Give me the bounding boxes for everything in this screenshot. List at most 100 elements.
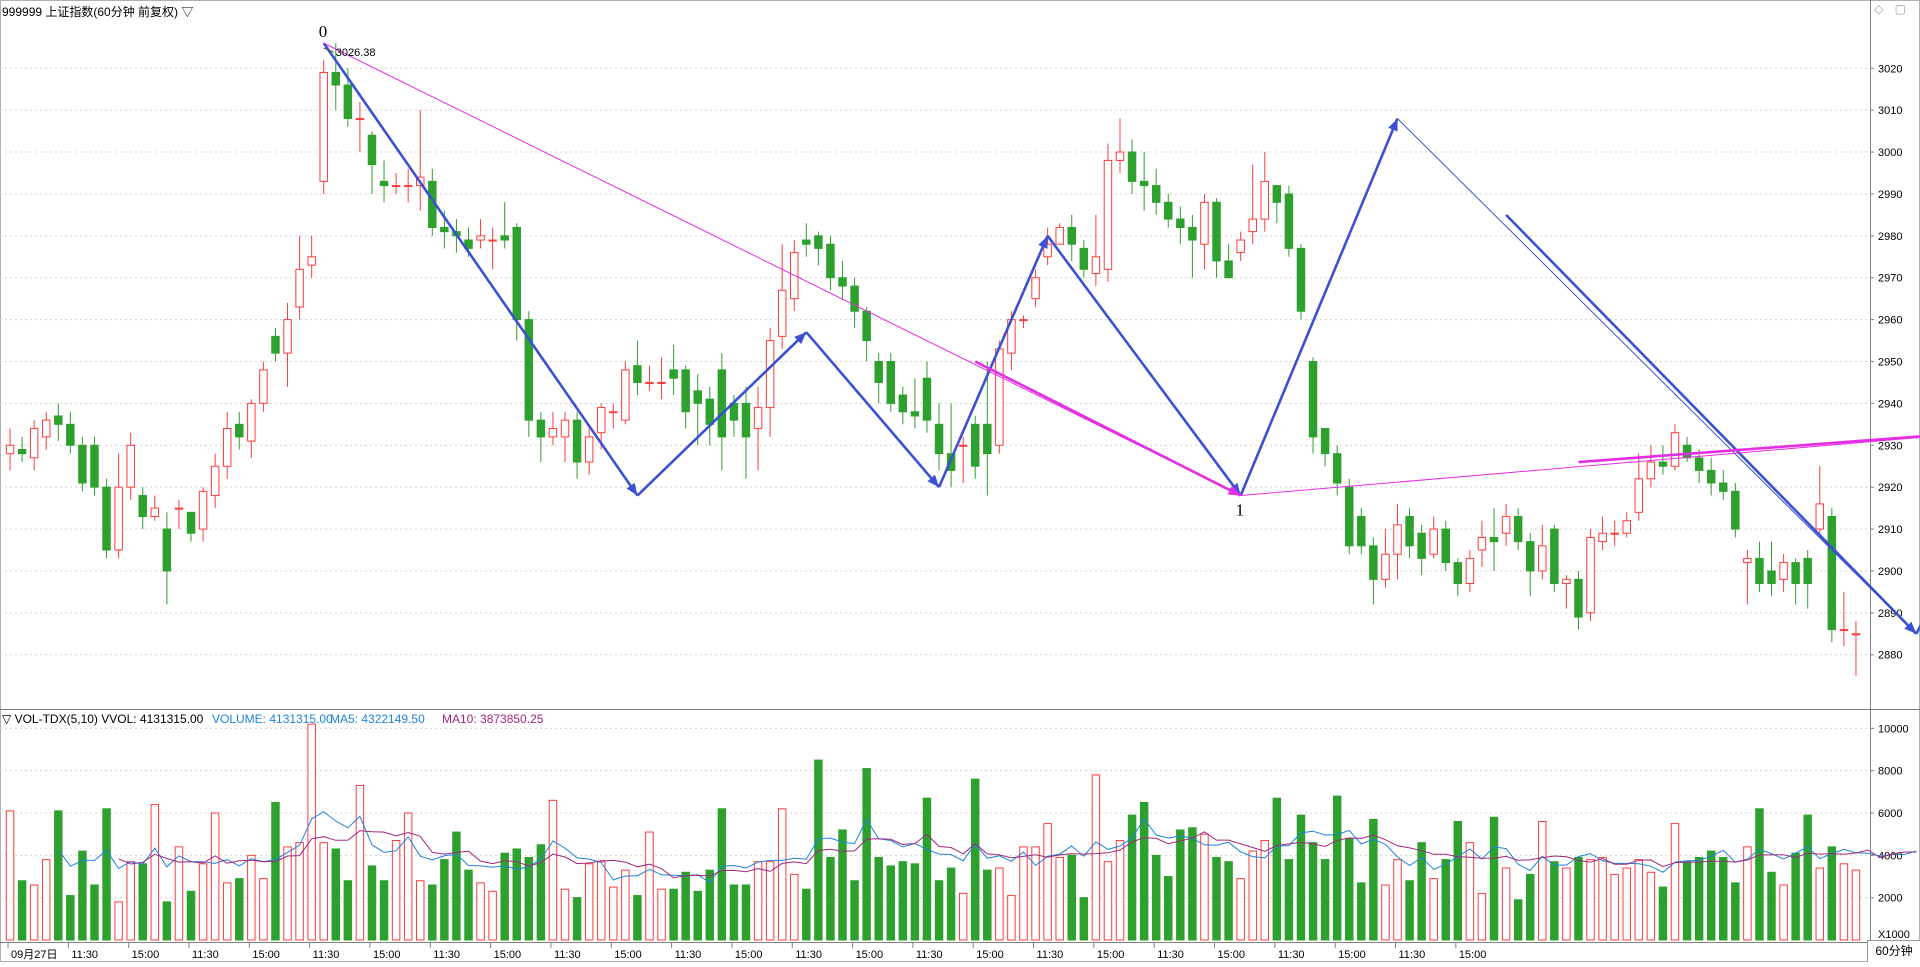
candle-body[interactable] (307, 256, 316, 266)
candle-body[interactable] (1550, 528, 1559, 585)
candle-body[interactable] (488, 239, 497, 242)
candle-body[interactable] (1127, 151, 1137, 182)
volume-bar[interactable] (886, 865, 896, 941)
candle-body[interactable] (1369, 545, 1378, 580)
candle-body[interactable] (222, 428, 232, 467)
volume-bar[interactable] (1538, 820, 1547, 941)
candle-body[interactable] (1417, 532, 1426, 559)
volume-bar[interactable] (1767, 871, 1776, 941)
volume-bar[interactable] (777, 808, 787, 941)
candle-body[interactable] (1743, 557, 1752, 564)
volume-bar[interactable] (1465, 842, 1475, 941)
candle-body[interactable] (1019, 319, 1028, 322)
volume-bar[interactable] (596, 861, 606, 941)
candle-body[interactable] (1345, 486, 1354, 547)
volume-bar[interactable] (1043, 823, 1052, 941)
candle-body[interactable] (1803, 557, 1812, 585)
volume-bar[interactable] (403, 812, 413, 941)
volume-bar[interactable] (1164, 876, 1173, 941)
candle-body[interactable] (90, 444, 99, 488)
candle-body[interactable] (1139, 180, 1149, 187)
candle-body[interactable] (657, 381, 666, 384)
candle-body[interactable] (1224, 260, 1233, 279)
volume-bar[interactable] (1139, 801, 1149, 941)
candle-body[interactable] (1079, 247, 1089, 270)
volume-bar[interactable] (983, 869, 992, 941)
candle-body[interactable] (609, 411, 618, 414)
volume-bar[interactable] (500, 852, 509, 941)
candle-body[interactable] (1393, 524, 1402, 555)
candle-body[interactable] (476, 235, 485, 241)
candle-body[interactable] (1719, 482, 1728, 492)
candle-body[interactable] (1646, 461, 1656, 480)
candle-body[interactable] (1200, 201, 1209, 245)
candle-body[interactable] (1634, 478, 1644, 513)
volume-bar[interactable] (379, 880, 389, 941)
volume-bar[interactable] (584, 863, 594, 941)
volume-bar[interactable] (765, 861, 775, 941)
candle-body[interactable] (814, 235, 823, 249)
volume-bar[interactable] (922, 797, 932, 941)
candle-body[interactable] (1562, 578, 1571, 585)
volume-bar[interactable] (1417, 842, 1426, 941)
volume-bar[interactable] (1067, 854, 1076, 941)
candle-body[interactable] (102, 486, 111, 551)
volume-bar[interactable] (283, 846, 292, 941)
volume-bar[interactable] (1079, 897, 1089, 941)
volume-bar[interactable] (367, 865, 377, 941)
volume-bar[interactable] (621, 869, 630, 941)
candle-body[interactable] (29, 428, 39, 459)
volume-bar[interactable] (259, 878, 268, 941)
candle-body[interactable] (536, 419, 546, 438)
volume-bar[interactable] (1839, 863, 1849, 941)
volume-bar[interactable] (1610, 873, 1619, 941)
candle-body[interactable] (633, 365, 642, 383)
volume-bar[interactable] (114, 901, 123, 941)
candle-body[interactable] (621, 369, 630, 421)
volume-bar[interactable] (1393, 859, 1402, 941)
volume-bar[interactable] (958, 892, 968, 941)
candle-body[interactable] (1103, 159, 1113, 270)
candle-body[interactable] (1115, 151, 1125, 161)
candle-body[interactable] (1453, 562, 1463, 585)
volume-bar[interactable] (1103, 861, 1113, 941)
volume-bar[interactable] (307, 723, 316, 941)
candle-body[interactable] (1260, 180, 1270, 220)
volume-bar[interactable] (1224, 861, 1233, 941)
volume-bar[interactable] (343, 880, 353, 941)
candle-body[interactable] (1682, 444, 1692, 459)
candle-body[interactable] (319, 71, 328, 182)
volume-bar[interactable] (271, 801, 280, 941)
volume-bar[interactable] (910, 863, 920, 941)
volume-bar[interactable] (1212, 856, 1221, 941)
candle-body[interactable] (838, 277, 847, 287)
candle-body[interactable] (512, 226, 521, 321)
volume-bar[interactable] (138, 863, 147, 941)
volume-bar[interactable] (862, 768, 871, 941)
volume-bar[interactable] (1127, 814, 1137, 941)
window-controls[interactable]: ◇ ▢ (1874, 2, 1910, 16)
candle-body[interactable] (596, 407, 606, 434)
volume-bar[interactable] (66, 895, 75, 941)
candle-body[interactable] (874, 361, 883, 383)
candle-body[interactable] (41, 419, 51, 438)
candle-body[interactable] (1767, 570, 1776, 585)
volume-bar[interactable] (416, 880, 425, 941)
volume-bar[interactable] (1562, 867, 1571, 941)
volume-bar[interactable] (560, 888, 570, 941)
candle-body[interactable] (1091, 256, 1101, 275)
candle-body[interactable] (138, 495, 147, 517)
volume-bar[interactable] (1755, 808, 1764, 941)
volume-bar[interactable] (1332, 795, 1342, 941)
candle-body[interactable] (54, 415, 63, 425)
volume-bar[interactable] (1151, 854, 1161, 941)
candle-body[interactable] (367, 134, 377, 166)
candle-body[interactable] (910, 411, 920, 417)
volume-bar[interactable] (1357, 882, 1366, 941)
candle-body[interactable] (1501, 515, 1511, 534)
candle-body[interactable] (958, 444, 968, 447)
volume-bar[interactable] (572, 897, 582, 941)
candle-body[interactable] (186, 511, 196, 534)
volume-bar[interactable] (126, 861, 135, 941)
